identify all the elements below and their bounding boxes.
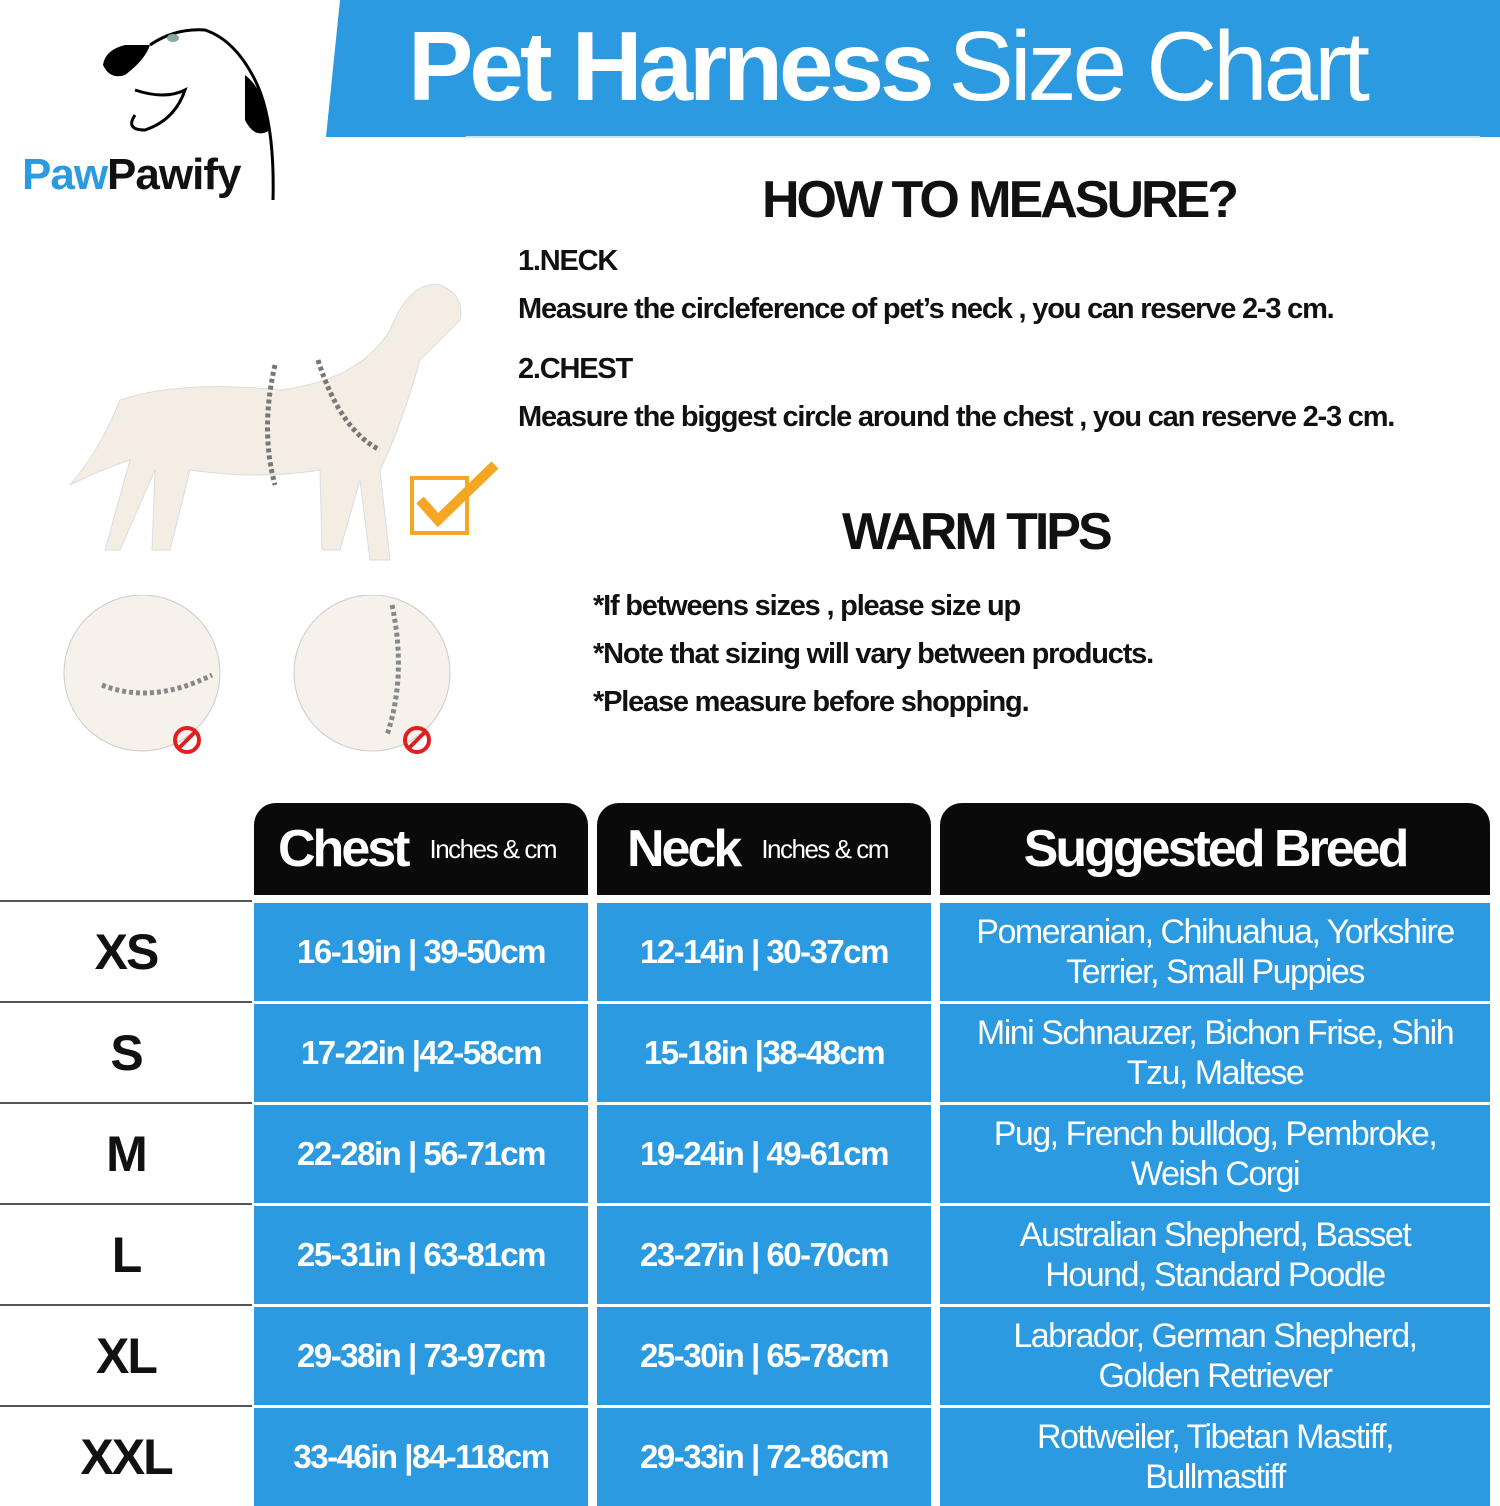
table-row: S 17-22in |42-58cm 15-18in |38-48cm Mini… <box>0 1001 1500 1102</box>
step-chest-text: Measure the biggest circle around the ch… <box>518 401 1395 433</box>
breed-cell: Pomeranian, Chihuahua, Yorkshire Terrier… <box>940 903 1490 1001</box>
breed-cell: Pug, French bulldog, Pembroke, Weish Cor… <box>940 1105 1490 1203</box>
header-chest: Chest Inches & cm <box>254 803 588 895</box>
table-row: M 22-28in | 56-71cm 19-24in | 49-61cm Pu… <box>0 1102 1500 1203</box>
wrong-neck-example <box>63 595 221 754</box>
neck-cell: 23-27in | 60-70cm <box>597 1206 931 1304</box>
size-label: S <box>0 1001 252 1102</box>
neck-cell: 19-24in | 49-61cm <box>597 1105 931 1203</box>
header-breed: Suggested Breed <box>940 803 1490 895</box>
header-title: Suggested Breed <box>1023 820 1410 878</box>
neck-cell: 12-14in | 30-37cm <box>597 903 931 1001</box>
breed-cell: Mini Schnauzer, Bichon Frise, Shih Tzu, … <box>940 1004 1490 1102</box>
chest-cell: 16-19in | 39-50cm <box>254 903 588 1001</box>
title-bold: Pet Harness <box>408 11 935 121</box>
breed-cell: Australian Shepherd, Basset Hound, Stand… <box>940 1206 1490 1304</box>
logo-text-pawify: Pawify <box>107 150 241 199</box>
neck-cell: 15-18in |38-48cm <box>597 1004 931 1102</box>
table-row: XL 29-38in | 73-97cm 25-30in | 65-78cm L… <box>0 1304 1500 1405</box>
forbidden-icon <box>173 726 201 754</box>
size-label: XL <box>0 1304 252 1405</box>
header-title: Neck <box>627 820 742 878</box>
table-row: XS 16-19in | 39-50cm 12-14in | 30-37cm P… <box>0 900 1500 1001</box>
size-label: XXL <box>0 1405 252 1506</box>
table-row: XXL 33-46in |84-118cm 29-33in | 72-86cm … <box>0 1405 1500 1506</box>
table-row: L 25-31in | 63-81cm 23-27in | 60-70cm Au… <box>0 1203 1500 1304</box>
step-chest-label: 2.CHEST <box>518 353 633 385</box>
chest-cell: 22-28in | 56-71cm <box>254 1105 588 1203</box>
chest-cell: 17-22in |42-58cm <box>254 1004 588 1102</box>
dog-measure-illustration <box>69 284 499 561</box>
wrong-chest-example <box>293 595 451 754</box>
tip-item: *If betweens sizes , please size up <box>593 590 1021 622</box>
breed-cell: Labrador, German Shepherd, Golden Retrie… <box>940 1307 1490 1405</box>
step-neck-text: Measure the circleference of pet’s neck … <box>518 293 1335 325</box>
chest-cell: 33-46in |84-118cm <box>254 1408 588 1506</box>
page-title: Pet Harness Size Chart <box>408 10 1371 123</box>
chest-cell: 25-31in | 63-81cm <box>254 1206 588 1304</box>
how-to-measure-heading: HOW TO MEASURE? <box>762 171 1239 229</box>
size-label: XS <box>0 900 252 1001</box>
header-unit: Inches & cm <box>761 833 889 864</box>
neck-cell: 29-33in | 72-86cm <box>597 1408 931 1506</box>
brand-dog-logo-icon <box>103 28 275 201</box>
tip-item: *Please measure before shopping. <box>593 686 1030 718</box>
header-neck: Neck Inches & cm <box>597 803 931 895</box>
title-banner <box>326 0 1500 137</box>
size-label: L <box>0 1203 252 1304</box>
forbidden-icon <box>403 726 431 754</box>
divider <box>466 136 1480 138</box>
title-light: Size Chart <box>948 11 1371 121</box>
header-title: Chest <box>278 820 410 878</box>
breed-cell: Rottweiler, Tibetan Mastiff, Bullmastiff <box>940 1408 1490 1506</box>
tip-item: *Note that sizing will vary between prod… <box>593 638 1154 670</box>
chest-cell: 29-38in | 73-97cm <box>254 1307 588 1405</box>
neck-cell: 25-30in | 65-78cm <box>597 1307 931 1405</box>
brand-logo: PawPawify <box>22 150 241 200</box>
warm-tips-heading: WARM TIPS <box>842 503 1113 561</box>
header-unit: Inches & cm <box>429 833 557 864</box>
logo-text-paw: Paw <box>22 150 108 199</box>
size-label: M <box>0 1102 252 1203</box>
step-neck-label: 1.NECK <box>518 245 618 277</box>
